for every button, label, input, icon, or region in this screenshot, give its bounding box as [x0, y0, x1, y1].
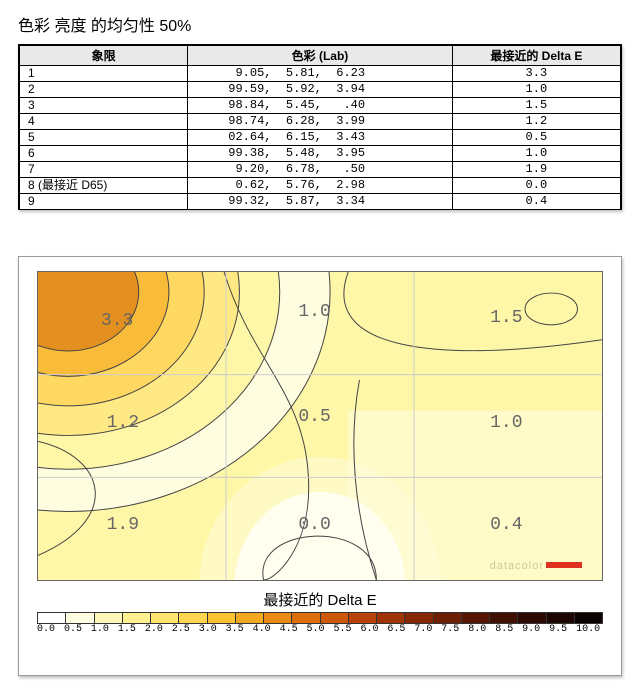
cell-lab: 98.84, 5.45, .40 — [188, 98, 452, 114]
table-row: 498.74, 6.28, 3.991.2 — [20, 114, 621, 130]
legend-swatch — [462, 613, 490, 623]
cell-lab: 0.62, 5.76, 2.98 — [188, 178, 452, 194]
legend-swatch — [38, 613, 66, 623]
legend-swatch — [434, 613, 462, 623]
legend-swatches — [37, 612, 603, 624]
legend-tick: 0.0 — [37, 624, 64, 635]
legend-title: 最接近的 Delta E — [37, 589, 603, 610]
cell-delta-e: 3.3 — [452, 66, 620, 82]
legend-swatch — [95, 613, 123, 623]
legend-tick: 4.5 — [280, 624, 307, 635]
legend-swatch — [349, 613, 377, 623]
legend-tick: 6.0 — [360, 624, 387, 635]
cell-lab: 99.38, 5.48, 3.95 — [188, 146, 452, 162]
cell-delta-e: 0.0 — [452, 178, 620, 194]
legend-swatch — [547, 613, 575, 623]
cell-lab: 98.74, 6.28, 3.99 — [188, 114, 452, 130]
cell-delta-e: 0.5 — [452, 130, 620, 146]
contour-value-label: 0.0 — [298, 515, 330, 535]
legend-tick: 10.0 — [576, 624, 603, 635]
legend-tick: 8.0 — [468, 624, 495, 635]
legend-tick: 4.0 — [253, 624, 280, 635]
cell-lab: 99.32, 5.87, 3.34 — [188, 194, 452, 210]
legend-tick: 0.5 — [64, 624, 91, 635]
legend-swatch — [179, 613, 207, 623]
legend-swatch — [518, 613, 546, 623]
legend-tick: 9.5 — [549, 624, 576, 635]
table-row: 999.32, 5.87, 3.340.4 — [20, 194, 621, 210]
legend-swatch — [321, 613, 349, 623]
cell-quadrant: 9 — [20, 194, 188, 210]
legend-tick: 7.5 — [441, 624, 468, 635]
legend-tick: 8.5 — [495, 624, 522, 635]
contour-plot: datacolor 3.3 1.0 1.5 1.2 0.5 1.0 1.9 0.0 0.4 — [37, 271, 603, 581]
table-row: 8 (最接近 D65) 0.62, 5.76, 2.980.0 — [20, 178, 621, 194]
cell-quadrant: 8 (最接近 D65) — [20, 178, 188, 194]
cell-lab: 9.05, 5.81, 6.23 — [188, 66, 452, 82]
legend-tick: 2.0 — [145, 624, 172, 635]
legend-swatch — [490, 613, 518, 623]
legend-swatch — [405, 613, 433, 623]
legend-ticks: 0.00.51.01.52.02.53.03.54.04.55.05.56.06… — [37, 624, 603, 635]
cell-quadrant: 7 — [20, 162, 188, 178]
legend-swatch — [292, 613, 320, 623]
legend-swatch — [151, 613, 179, 623]
legend-tick: 7.0 — [414, 624, 441, 635]
legend-tick: 2.5 — [172, 624, 199, 635]
legend-tick: 1.5 — [118, 624, 145, 635]
contour-value-label: 1.0 — [298, 302, 330, 322]
uniformity-table: 象限色彩 (Lab)最接近的 Delta E 1 9.05, 5.81, 6.2… — [18, 44, 622, 210]
legend-swatch — [208, 613, 236, 623]
legend-tick: 5.0 — [307, 624, 334, 635]
contour-chart: datacolor 3.31.01.51.20.51.01.90.00.4 最接… — [18, 256, 622, 676]
cell-lab: 9.20, 6.78, .50 — [188, 162, 452, 178]
watermark-text: datacolor — [490, 560, 544, 572]
cell-lab: 99.59, 5.92, 3.94 — [188, 82, 452, 98]
legend-swatch — [377, 613, 405, 623]
contour-value-label: 0.5 — [298, 407, 330, 427]
legend-tick: 1.0 — [91, 624, 118, 635]
legend-tick: 9.0 — [522, 624, 549, 635]
cell-delta-e: 1.9 — [452, 162, 620, 178]
col-header: 最接近的 Delta E — [452, 46, 620, 66]
page-title: 色彩 亮度 的均匀性 50% — [0, 0, 640, 44]
cell-delta-e: 1.5 — [452, 98, 620, 114]
col-header: 色彩 (Lab) — [188, 46, 452, 66]
table-row: 398.84, 5.45, .401.5 — [20, 98, 621, 114]
cell-quadrant: 1 — [20, 66, 188, 82]
cell-delta-e: 1.0 — [452, 146, 620, 162]
legend-swatch — [264, 613, 292, 623]
contour-value-label: 3.3 — [101, 311, 133, 331]
col-header: 象限 — [20, 46, 188, 66]
contour-value-label: 1.5 — [490, 308, 522, 328]
legend-swatch — [66, 613, 94, 623]
cell-lab: 02.64, 6.15, 3.43 — [188, 130, 452, 146]
legend-swatch — [236, 613, 264, 623]
legend-tick: 3.5 — [226, 624, 253, 635]
legend-swatch — [123, 613, 151, 623]
legend-tick: 5.5 — [333, 624, 360, 635]
table-row: 7 9.20, 6.78, .501.9 — [20, 162, 621, 178]
cell-quadrant: 3 — [20, 98, 188, 114]
cell-delta-e: 0.4 — [452, 194, 620, 210]
legend-tick: 6.5 — [387, 624, 414, 635]
legend: 最接近的 Delta E 0.00.51.01.52.02.53.03.54.0… — [37, 589, 603, 635]
cell-quadrant: 5 — [20, 130, 188, 146]
table-row: 699.38, 5.48, 3.951.0 — [20, 146, 621, 162]
contour-value-label: 1.9 — [107, 515, 139, 535]
cell-quadrant: 4 — [20, 114, 188, 130]
legend-swatch — [575, 613, 602, 623]
table-row: 1 9.05, 5.81, 6.233.3 — [20, 66, 621, 82]
contour-value-label: 1.2 — [107, 413, 139, 433]
cell-delta-e: 1.0 — [452, 82, 620, 98]
table-row: 299.59, 5.92, 3.941.0 — [20, 82, 621, 98]
cell-delta-e: 1.2 — [452, 114, 620, 130]
table-row: 502.64, 6.15, 3.430.5 — [20, 130, 621, 146]
cell-quadrant: 6 — [20, 146, 188, 162]
contour-value-label: 0.4 — [490, 515, 522, 535]
legend-tick: 3.0 — [199, 624, 226, 635]
contour-value-label: 1.0 — [490, 413, 522, 433]
cell-quadrant: 2 — [20, 82, 188, 98]
scale-bar — [546, 562, 582, 568]
